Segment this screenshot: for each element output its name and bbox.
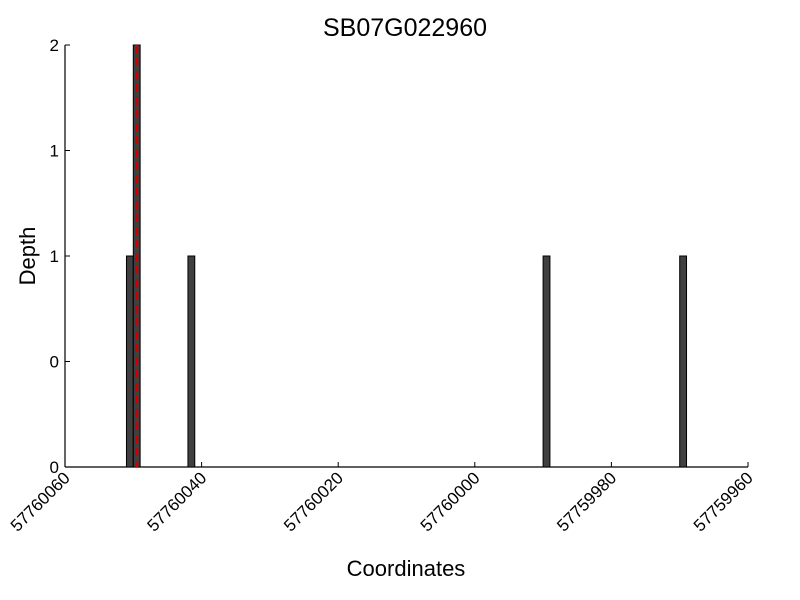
- x-tick-label: 57760000: [417, 468, 484, 535]
- x-tick-label: 57760060: [7, 468, 74, 535]
- x-tick-label: 57759980: [553, 468, 620, 535]
- y-tick-label: 2: [50, 36, 59, 55]
- bar: [679, 255, 688, 468]
- y-tick-label: 1: [50, 247, 59, 266]
- y-axis-label: Depth: [15, 227, 40, 286]
- bar: [542, 255, 551, 468]
- bar: [187, 255, 196, 468]
- y-tick-label: 0: [50, 458, 59, 477]
- chart-title: SB07G022960: [323, 14, 487, 42]
- x-tick-label: 57759960: [690, 468, 757, 535]
- y-tick-label: 1: [50, 142, 59, 161]
- x-axis-label: Coordinates: [347, 556, 466, 581]
- x-tick-label: 57760040: [144, 468, 211, 535]
- bar: [125, 255, 134, 468]
- y-tick-label: 0: [50, 353, 59, 372]
- x-tick-label: 57760020: [280, 468, 347, 535]
